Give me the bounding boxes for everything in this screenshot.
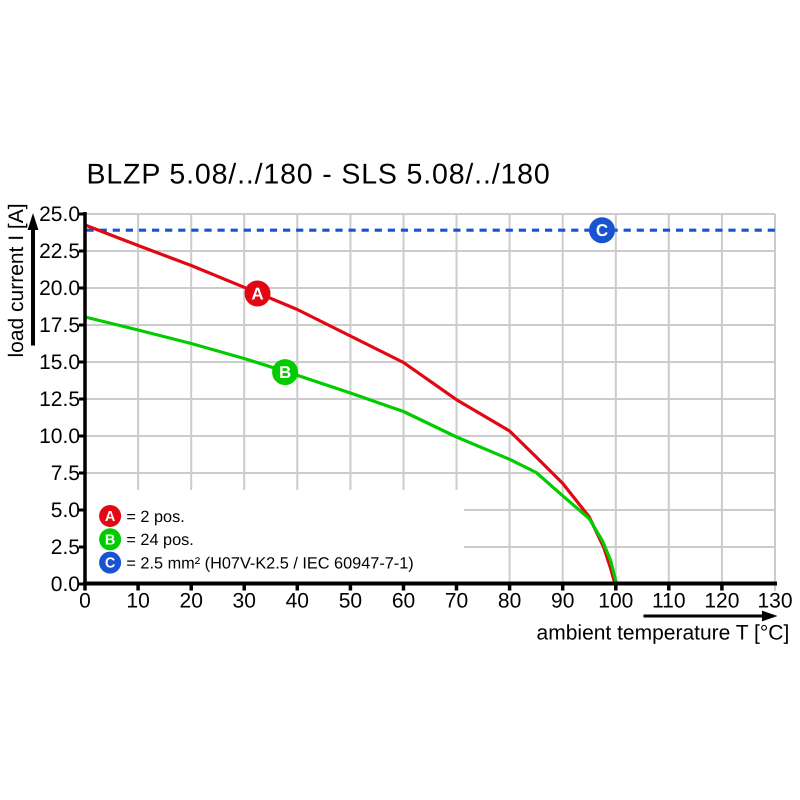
svg-text:7.5: 7.5 bbox=[51, 462, 80, 485]
svg-text:A: A bbox=[105, 509, 116, 525]
svg-text:= 24 pos.: = 24 pos. bbox=[126, 531, 193, 549]
svg-text:15.0: 15.0 bbox=[39, 351, 80, 374]
svg-text:50: 50 bbox=[339, 590, 362, 613]
svg-text:= 2 pos.: = 2 pos. bbox=[126, 508, 184, 526]
svg-text:100: 100 bbox=[598, 590, 633, 613]
svg-text:10.0: 10.0 bbox=[39, 425, 80, 448]
svg-text:B: B bbox=[279, 363, 291, 382]
svg-text:80: 80 bbox=[498, 590, 521, 613]
svg-text:BLZP 5.08/../180 - SLS 5.08/..: BLZP 5.08/../180 - SLS 5.08/../180 bbox=[87, 159, 551, 191]
svg-text:0.0: 0.0 bbox=[51, 573, 80, 596]
svg-text:= 2.5 mm² (H07V-K2.5 / IEC 609: = 2.5 mm² (H07V-K2.5 / IEC 60947-7-1) bbox=[126, 554, 413, 572]
svg-text:30: 30 bbox=[233, 590, 256, 613]
svg-text:C: C bbox=[105, 556, 116, 572]
svg-text:110: 110 bbox=[652, 590, 685, 613]
svg-text:22.5: 22.5 bbox=[39, 240, 80, 263]
svg-text:12.5: 12.5 bbox=[39, 388, 80, 411]
svg-text:5.0: 5.0 bbox=[51, 499, 80, 522]
svg-text:130: 130 bbox=[757, 590, 792, 613]
svg-text:17.5: 17.5 bbox=[39, 314, 80, 337]
svg-text:20: 20 bbox=[180, 590, 203, 613]
svg-text:ambient temperature T [°C]: ambient temperature T [°C] bbox=[537, 622, 790, 645]
svg-text:60: 60 bbox=[392, 590, 415, 613]
svg-text:120: 120 bbox=[704, 590, 739, 613]
svg-text:20.0: 20.0 bbox=[39, 277, 80, 300]
svg-text:2.5: 2.5 bbox=[51, 536, 80, 559]
svg-text:25.0: 25.0 bbox=[39, 203, 80, 226]
svg-text:90: 90 bbox=[551, 590, 574, 613]
svg-text:C: C bbox=[596, 221, 608, 240]
svg-text:70: 70 bbox=[445, 590, 468, 613]
svg-text:10: 10 bbox=[126, 590, 149, 613]
svg-text:B: B bbox=[105, 532, 115, 548]
svg-text:A: A bbox=[251, 285, 263, 304]
svg-text:40: 40 bbox=[286, 590, 309, 613]
svg-text:0: 0 bbox=[79, 590, 91, 613]
svg-text:load current I [A]: load current I [A] bbox=[5, 203, 28, 357]
